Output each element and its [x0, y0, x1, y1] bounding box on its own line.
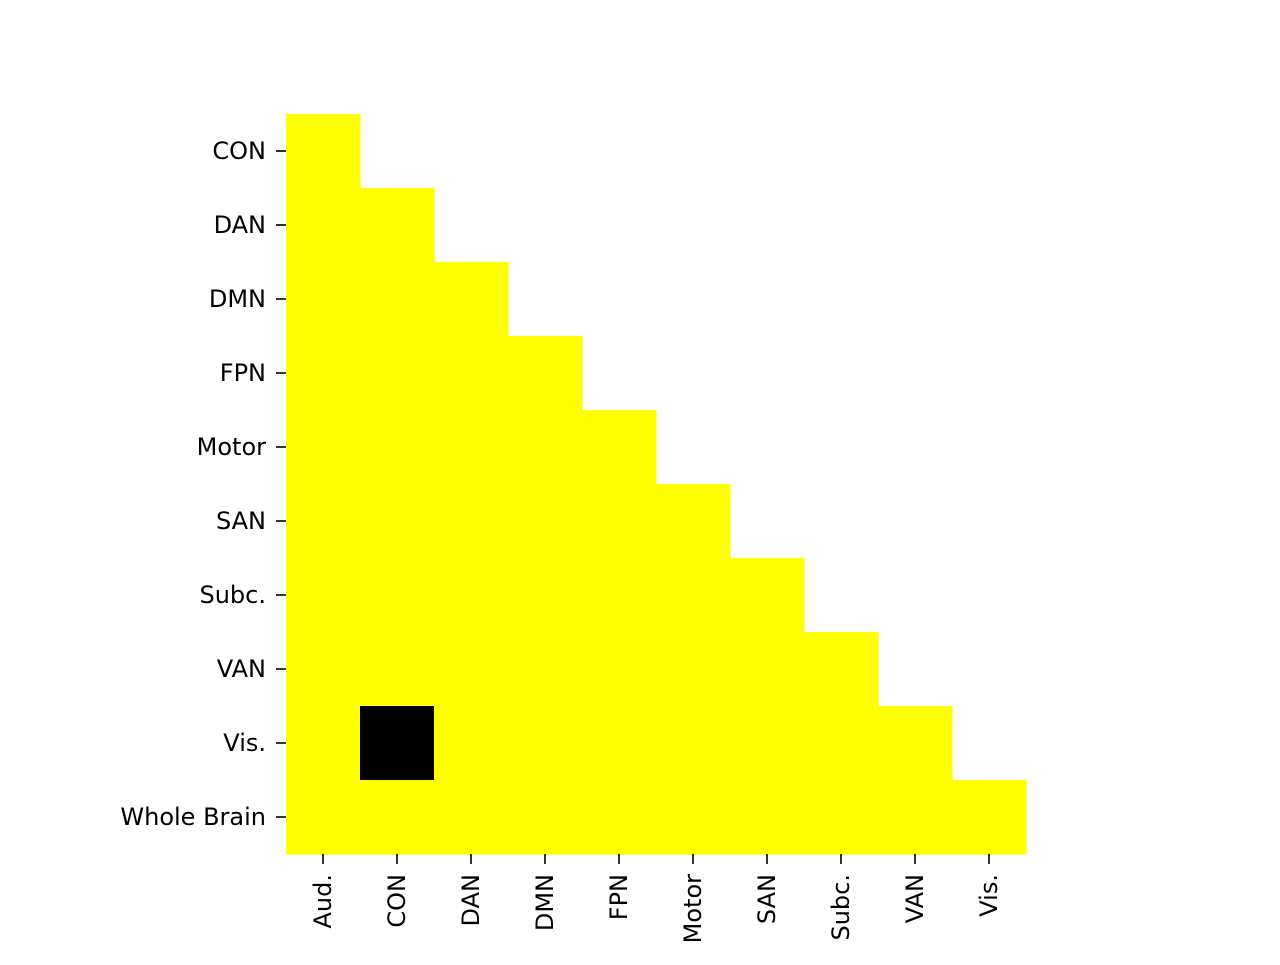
heatmap-cell-motor-aud: [286, 410, 361, 485]
y-axis: CON DAN DMN FPN Motor SAN Subc. VAN Vis. Whole Br…: [120, 137, 286, 831]
heatmap-cell-motor-fpn: [582, 410, 657, 485]
heatmap-cell-con-aud: [286, 114, 361, 189]
heatmap-cell-vis-aud: [286, 706, 361, 781]
heatmap-cell-vis-subc: [804, 706, 879, 781]
heatmap-cell-whole-brain-dan: [434, 780, 509, 855]
heatmap-cell-vis-fpn: [582, 706, 657, 781]
heatmap-cell-whole-brain-fpn: [582, 780, 657, 855]
heatmap-cell-whole-brain-vis: [952, 780, 1027, 855]
heatmap-cell-dan-con: [360, 188, 435, 263]
heatmap-cell-fpn-dmn: [508, 336, 583, 411]
y-tick-label-dan: DAN: [214, 211, 266, 239]
heatmap-cell-vis-dan: [434, 706, 509, 781]
heatmap-cell-subc-dan: [434, 558, 509, 633]
heatmap-cell-motor-dmn: [508, 410, 583, 485]
heatmap-cell-vis-dmn: [508, 706, 583, 781]
heatmap-cell-subc-aud: [286, 558, 361, 633]
heatmap-cell-subc-san: [730, 558, 805, 633]
x-tick-label-fpn: FPN: [605, 874, 633, 920]
heatmap-cell-whole-brain-motor: [656, 780, 731, 855]
heatmap-cell-dmn-aud: [286, 262, 361, 337]
heatmap-cell-san-aud: [286, 484, 361, 559]
heatmap-cell-subc-fpn: [582, 558, 657, 633]
heatmap-cell-fpn-aud: [286, 336, 361, 411]
heatmap-cell-fpn-dan: [434, 336, 509, 411]
heatmap-cell-whole-brain-subc: [804, 780, 879, 855]
y-tick-label-motor: Motor: [197, 433, 266, 461]
heatmap-cell-whole-brain-con: [360, 780, 435, 855]
heatmap-cell-vis-van: [878, 706, 953, 781]
x-tick-label-vis: Vis.: [975, 874, 1003, 917]
x-tick-label-aud: Aud.: [309, 874, 337, 929]
heatmap-cell-san-fpn: [582, 484, 657, 559]
heatmap-cell-subc-dmn: [508, 558, 583, 633]
heatmap-cell-subc-con: [360, 558, 435, 633]
heatmap-cell-vis-con: [360, 706, 435, 781]
y-tick-label-subc: Subc.: [199, 581, 266, 609]
heatmap-cell-van-san: [730, 632, 805, 707]
heatmap-cell-motor-dan: [434, 410, 509, 485]
x-tick-label-san: SAN: [753, 874, 781, 924]
heatmap-cell-whole-brain-aud: [286, 780, 361, 855]
heatmap-cell-subc-motor: [656, 558, 731, 633]
heatmap-cell-san-con: [360, 484, 435, 559]
heatmap-cell-vis-san: [730, 706, 805, 781]
heatmap-cell-san-dmn: [508, 484, 583, 559]
heatmap-cell-fpn-con: [360, 336, 435, 411]
heatmap-cell-van-subc: [804, 632, 879, 707]
y-tick-label-fpn: FPN: [220, 359, 266, 387]
heatmap-cell-van-dan: [434, 632, 509, 707]
heatmap-cell-vis-motor: [656, 706, 731, 781]
heatmap-cell-dmn-dan: [434, 262, 509, 337]
heatmap-cell-whole-brain-san: [730, 780, 805, 855]
y-tick-label-dmn: DMN: [209, 285, 266, 313]
heatmap-cells: [286, 114, 1027, 855]
x-tick-label-dmn: DMN: [531, 874, 559, 931]
x-axis: Aud. CON DAN DMN FPN Motor SAN Subc. VAN Vis.: [309, 854, 1003, 943]
y-tick-label-con: CON: [212, 137, 266, 165]
heatmap-cell-van-con: [360, 632, 435, 707]
y-tick-label-whole-brain: Whole Brain: [120, 803, 266, 831]
x-tick-label-van: VAN: [901, 874, 929, 923]
y-tick-label-vis: Vis.: [223, 729, 266, 757]
heatmap-cell-van-fpn: [582, 632, 657, 707]
heatmap-cell-whole-brain-van: [878, 780, 953, 855]
heatmap-cell-dmn-con: [360, 262, 435, 337]
x-tick-label-subc: Subc.: [827, 874, 855, 941]
x-tick-label-motor: Motor: [679, 874, 707, 943]
heatmap-cell-van-aud: [286, 632, 361, 707]
heatmap-cell-san-dan: [434, 484, 509, 559]
heatmap-cell-van-motor: [656, 632, 731, 707]
x-tick-label-con: CON: [383, 874, 411, 928]
x-tick-label-dan: DAN: [457, 874, 485, 926]
y-tick-label-san: SAN: [216, 507, 266, 535]
heatmap-cell-san-motor: [656, 484, 731, 559]
heatmap-cell-van-dmn: [508, 632, 583, 707]
y-tick-label-van: VAN: [217, 655, 266, 683]
heatmap-cell-whole-brain-dmn: [508, 780, 583, 855]
heatmap-cell-dan-aud: [286, 188, 361, 263]
heatmap-cell-motor-con: [360, 410, 435, 485]
